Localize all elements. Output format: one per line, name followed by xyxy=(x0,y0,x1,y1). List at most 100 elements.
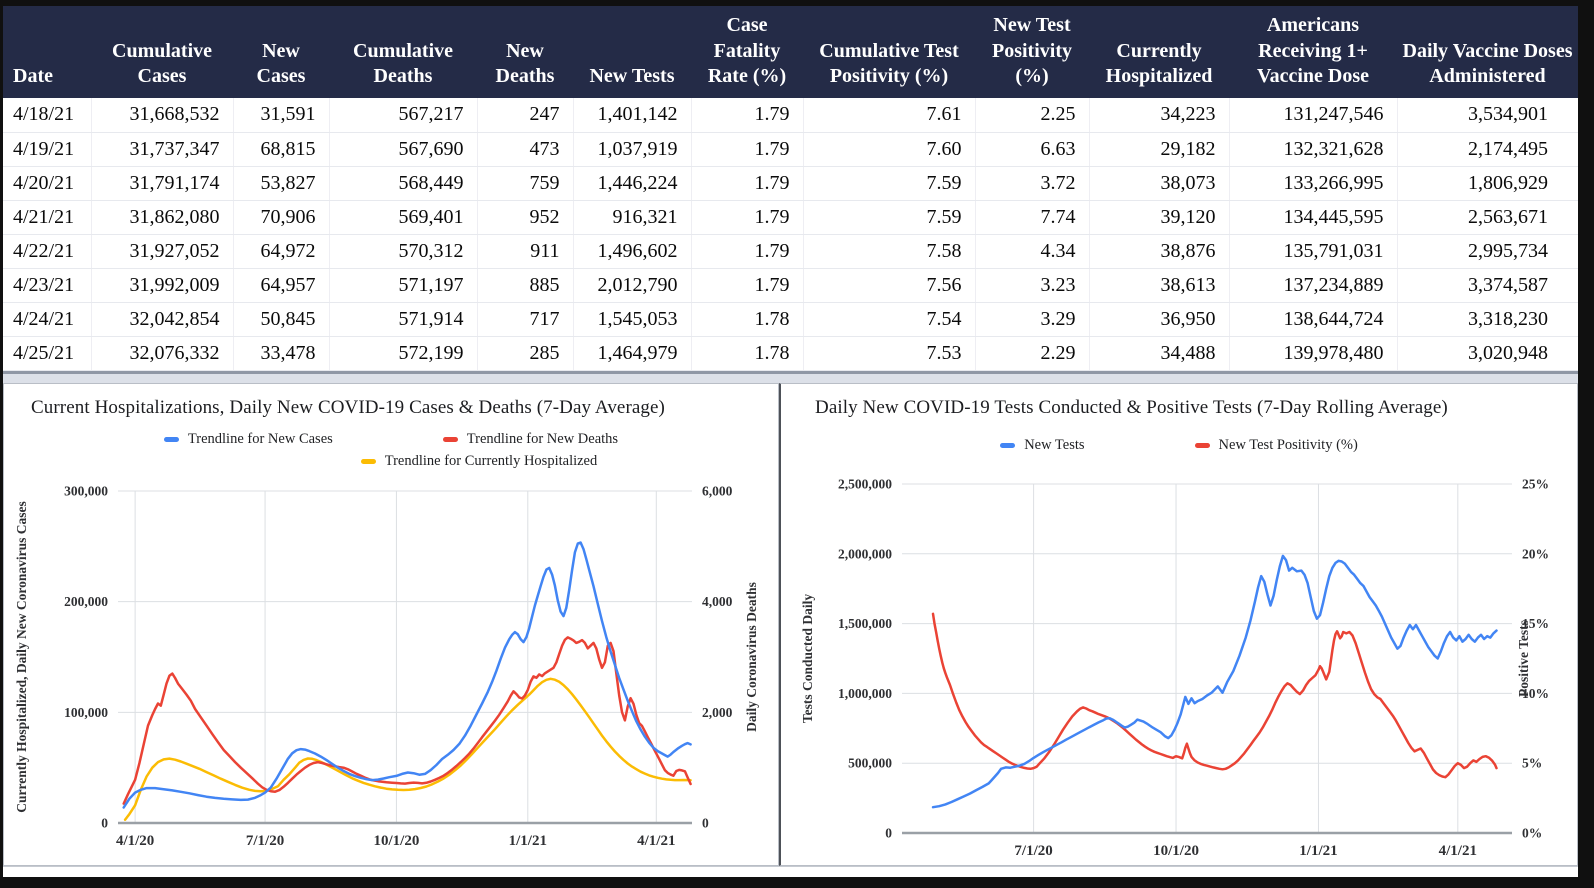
table-cell[interactable]: 2.25 xyxy=(975,98,1090,133)
table-cell[interactable]: 952 xyxy=(477,200,574,235)
column-header[interactable]: Cumulative Test Positivity (%) xyxy=(803,6,975,98)
series-line-trendline-for-new-deaths[interactable] xyxy=(122,635,692,805)
table-cell[interactable]: 7.74 xyxy=(975,200,1090,235)
table-cell[interactable]: 34,223 xyxy=(1089,98,1230,133)
table-cell[interactable]: 1,037,919 xyxy=(573,132,692,167)
column-header[interactable]: New Cases xyxy=(233,6,329,98)
table-cell[interactable]: 134,445,595 xyxy=(1229,200,1398,235)
column-header[interactable]: Case Fatality Rate (%) xyxy=(691,6,803,98)
table-cell[interactable]: 38,613 xyxy=(1089,268,1230,303)
table-cell[interactable]: 570,312 xyxy=(329,234,478,269)
column-header[interactable]: Cumulative Cases xyxy=(91,6,233,98)
column-header[interactable]: Currently Hospitalized xyxy=(1089,6,1229,98)
legend-item[interactable]: Trendline for New Cases xyxy=(163,431,333,448)
table-cell[interactable]: 64,957 xyxy=(233,268,330,303)
table-cell[interactable]: 32,076,332 xyxy=(91,336,234,371)
table-cell[interactable]: 1,464,979 xyxy=(573,336,692,371)
table-cell[interactable]: 31,992,009 xyxy=(91,268,234,303)
table-cell[interactable]: 572,199 xyxy=(329,336,478,371)
table-cell[interactable]: 3.23 xyxy=(975,268,1090,303)
table-cell[interactable]: 36,950 xyxy=(1089,302,1230,337)
table-cell[interactable]: 31,737,347 xyxy=(91,132,234,167)
table-cell[interactable]: 4/22/21 xyxy=(3,234,92,269)
table-cell[interactable]: 31,791,174 xyxy=(91,166,234,201)
table-cell[interactable]: 133,266,995 xyxy=(1229,166,1398,201)
table-cell[interactable]: 53,827 xyxy=(233,166,330,201)
table-cell[interactable]: 7.60 xyxy=(803,132,976,167)
table-cell[interactable]: 31,591 xyxy=(233,98,330,133)
table-cell[interactable]: 571,197 xyxy=(329,268,478,303)
table-cell[interactable]: 4/19/21 xyxy=(3,132,92,167)
table-cell[interactable]: 137,234,889 xyxy=(1229,268,1398,303)
table-cell[interactable]: 4/20/21 xyxy=(3,166,92,201)
table-cell[interactable]: 31,668,532 xyxy=(91,98,234,133)
table-cell[interactable]: 2,995,734 xyxy=(1397,234,1578,269)
table-cell[interactable]: 1.78 xyxy=(691,336,804,371)
table-cell[interactable]: 4/18/21 xyxy=(3,98,92,133)
table-cell[interactable]: 567,690 xyxy=(329,132,478,167)
table-cell[interactable]: 1.79 xyxy=(691,98,804,133)
table-cell[interactable]: 32,042,854 xyxy=(91,302,234,337)
table-cell[interactable]: 7.59 xyxy=(803,200,976,235)
table-cell[interactable]: 911 xyxy=(477,234,574,269)
table-cell[interactable]: 29,182 xyxy=(1089,132,1230,167)
table-cell[interactable]: 2.29 xyxy=(975,336,1090,371)
table-cell[interactable]: 2,174,495 xyxy=(1397,132,1578,167)
table-cell[interactable]: 568,449 xyxy=(329,166,478,201)
table-cell[interactable]: 1.79 xyxy=(691,200,804,235)
table-cell[interactable]: 3,318,230 xyxy=(1397,302,1578,337)
table-cell[interactable]: 34,488 xyxy=(1089,336,1230,371)
table-cell[interactable]: 132,321,628 xyxy=(1229,132,1398,167)
table-cell[interactable]: 7.53 xyxy=(803,336,976,371)
column-header[interactable]: New Tests xyxy=(573,6,691,98)
series-line-new-tests[interactable] xyxy=(931,554,1498,808)
table-cell[interactable]: 131,247,546 xyxy=(1229,98,1398,133)
table-cell[interactable]: 31,927,052 xyxy=(91,234,234,269)
table-cell[interactable]: 7.58 xyxy=(803,234,976,269)
table-cell[interactable]: 3,374,587 xyxy=(1397,268,1578,303)
table-cell[interactable]: 916,321 xyxy=(573,200,692,235)
chart-panel-hospitalizations[interactable]: Current Hospitalizations, Daily New COVI… xyxy=(3,382,779,866)
table-cell[interactable]: 6.63 xyxy=(975,132,1090,167)
series-line-new-test-positivity-[interactable] xyxy=(931,612,1498,778)
column-header[interactable]: New Test Positivity (%) xyxy=(975,6,1089,98)
table-cell[interactable]: 39,120 xyxy=(1089,200,1230,235)
column-header[interactable]: Daily Vaccine Doses Administered xyxy=(1397,6,1578,98)
legend-item[interactable]: Trendline for Currently Hospitalized xyxy=(360,453,597,470)
table-cell[interactable]: 4/25/21 xyxy=(3,336,92,371)
table-cell[interactable]: 7.61 xyxy=(803,98,976,133)
table-cell[interactable]: 7.59 xyxy=(803,166,976,201)
table-cell[interactable]: 1,545,053 xyxy=(573,302,692,337)
legend-item[interactable]: New Test Positivity (%) xyxy=(1194,437,1358,454)
column-header[interactable]: Date xyxy=(3,6,91,98)
table-cell[interactable]: 717 xyxy=(477,302,574,337)
table-cell[interactable]: 4/24/21 xyxy=(3,302,92,337)
table-cell[interactable]: 3,020,948 xyxy=(1397,336,1578,371)
legend-item[interactable]: Trendline for New Deaths xyxy=(442,431,618,448)
table-cell[interactable]: 571,914 xyxy=(329,302,478,337)
table-cell[interactable]: 1,446,224 xyxy=(573,166,692,201)
table-cell[interactable]: 3,534,901 xyxy=(1397,98,1578,133)
table-cell[interactable]: 4/21/21 xyxy=(3,200,92,235)
table-cell[interactable]: 3.72 xyxy=(975,166,1090,201)
series-line-trendline-for-new-cases[interactable] xyxy=(122,540,692,809)
table-cell[interactable]: 569,401 xyxy=(329,200,478,235)
table-cell[interactable]: 135,791,031 xyxy=(1229,234,1398,269)
table-cell[interactable]: 38,073 xyxy=(1089,166,1230,201)
table-cell[interactable]: 473 xyxy=(477,132,574,167)
table-cell[interactable]: 567,217 xyxy=(329,98,478,133)
table-cell[interactable]: 139,978,480 xyxy=(1229,336,1398,371)
column-header[interactable]: New Deaths xyxy=(477,6,573,98)
table-cell[interactable]: 68,815 xyxy=(233,132,330,167)
table-cell[interactable]: 247 xyxy=(477,98,574,133)
table-cell[interactable]: 3.29 xyxy=(975,302,1090,337)
column-header[interactable]: Americans Receiving 1+ Vaccine Dose xyxy=(1229,6,1397,98)
chart-panel-tests[interactable]: Daily New COVID-19 Tests Conducted & Pos… xyxy=(779,382,1578,866)
column-header[interactable]: Cumulative Deaths xyxy=(329,6,477,98)
table-cell[interactable]: 1,401,142 xyxy=(573,98,692,133)
table-cell[interactable]: 285 xyxy=(477,336,574,371)
table-cell[interactable]: 138,644,724 xyxy=(1229,302,1398,337)
table-cell[interactable]: 7.54 xyxy=(803,302,976,337)
table-cell[interactable]: 4/23/21 xyxy=(3,268,92,303)
legend-item[interactable]: New Tests xyxy=(1000,437,1085,454)
